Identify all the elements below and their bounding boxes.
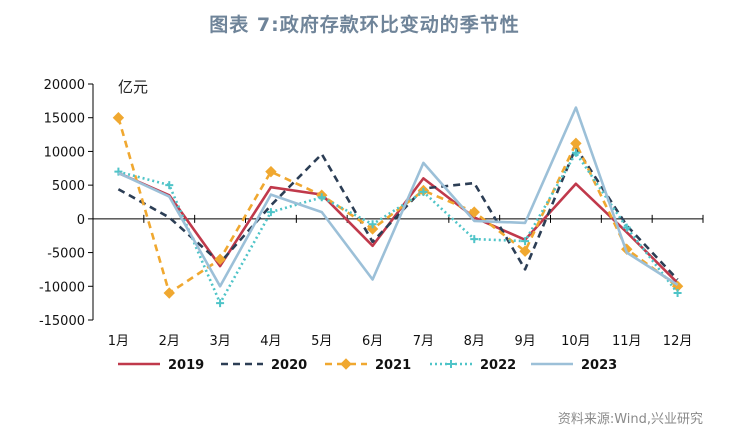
y-tick-label: 0	[77, 213, 85, 228]
data-point	[214, 253, 226, 266]
series-line	[118, 151, 679, 305]
data-point	[570, 137, 582, 150]
x-tick-label: 5月	[311, 334, 332, 349]
data-point	[368, 220, 377, 229]
chart-title: 图表 7:政府存款环比变动的季节性	[209, 14, 520, 36]
x-tick-label: 7月	[413, 334, 434, 349]
series-2019	[117, 171, 679, 284]
legend-item-2019: 2019	[118, 358, 204, 373]
data-point	[266, 208, 275, 217]
data-point	[317, 193, 326, 202]
x-axis: 1月 2月 3月 4月 5月 6月 7月 8月 9月 10月 11月 12月	[92, 214, 704, 349]
x-tick-label: 3月	[209, 334, 230, 349]
x-tick-label: 6月	[362, 334, 383, 349]
y-tick-label: -10000	[39, 280, 85, 295]
y-tick-label: -5000	[47, 247, 85, 262]
data-point	[265, 165, 277, 178]
source-note: 资料来源:Wind,兴业研究	[557, 412, 703, 427]
data-point	[163, 287, 175, 299]
x-tick-label: 12月	[663, 334, 693, 349]
data-point	[571, 148, 580, 157]
legend-item-2022: 2022	[430, 358, 516, 373]
x-tick-label: 10月	[561, 334, 591, 349]
x-tick-label: 2月	[159, 334, 180, 349]
x-tick-label: 8月	[464, 334, 485, 349]
x-tick-label: 1月	[108, 334, 129, 349]
series-line	[117, 117, 679, 295]
data-point	[340, 358, 352, 370]
y-tick-label: 5000	[52, 179, 85, 194]
data-point	[112, 112, 125, 124]
series-2023	[117, 106, 679, 288]
series-line	[117, 106, 679, 288]
series-line	[117, 146, 679, 281]
legend-label: 2020	[271, 358, 307, 373]
data-point	[521, 237, 530, 246]
series-2022	[114, 148, 682, 308]
legend: 2019 2020 2021 2022 2023	[118, 358, 617, 373]
series-line	[117, 171, 679, 284]
data-point	[419, 187, 428, 196]
x-tick-label: 4月	[260, 334, 281, 349]
data-point	[673, 289, 682, 298]
y-axis: 20000 15000 10000 5000 0 -5000 -10000 -15000	[39, 78, 94, 329]
data-point	[519, 245, 531, 257]
x-tick-label: 9月	[514, 334, 535, 349]
legend-item-2023: 2023	[531, 358, 617, 373]
legend-item-2020: 2020	[221, 358, 307, 373]
y-tick-label: 20000	[44, 78, 85, 93]
series-2020	[117, 146, 679, 281]
legend-label: 2022	[480, 358, 516, 373]
legend-label: 2021	[375, 358, 411, 373]
legend-item-2021: 2021	[325, 358, 411, 373]
data-point	[216, 299, 225, 308]
data-point	[447, 360, 455, 368]
y-tick-label: 10000	[44, 145, 85, 160]
legend-label: 2019	[168, 358, 204, 373]
y-tick-label: -15000	[39, 314, 85, 329]
data-point	[622, 223, 631, 232]
data-point	[165, 181, 174, 190]
line-chart: 20000 15000 10000 5000 0 -5000 -10000 -15000 1月…	[39, 78, 704, 373]
y-tick-label: 15000	[44, 112, 85, 127]
unit-label: 亿元	[118, 78, 148, 96]
x-tick-label: 11月	[612, 334, 642, 349]
data-point	[468, 206, 480, 218]
series-layer	[112, 106, 684, 308]
legend-label: 2023	[581, 358, 617, 373]
data-point	[470, 235, 479, 244]
data-point	[366, 223, 379, 235]
